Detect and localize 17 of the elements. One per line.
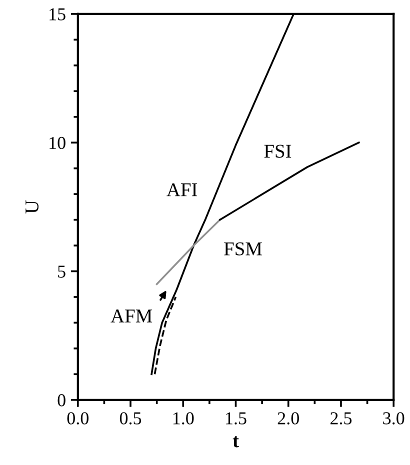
x-tick-label: 2.0 bbox=[278, 412, 299, 424]
y-tick-label: 0 bbox=[58, 394, 66, 406]
x-tick-label: 1.5 bbox=[226, 412, 246, 424]
annotation: AFM bbox=[110, 310, 152, 322]
y-tick-label: 10 bbox=[50, 136, 66, 150]
x-tick-label: 1.0 bbox=[173, 412, 194, 424]
y-tick-label: 5 bbox=[58, 266, 66, 278]
y-tick-label: 15 bbox=[50, 8, 66, 20]
annotation: FSI bbox=[264, 144, 292, 158]
annotation: AFI bbox=[166, 183, 198, 196]
x-axis-title: t bbox=[232, 436, 239, 448]
x-tick-label: 0.0 bbox=[67, 412, 88, 424]
y-axis-title: U bbox=[26, 200, 39, 214]
x-tick-label: 2.5 bbox=[330, 412, 352, 424]
x-tick-label: 0.5 bbox=[120, 412, 142, 424]
x-tick-label: 3.0 bbox=[383, 412, 404, 424]
annotation: FSM bbox=[224, 242, 262, 256]
